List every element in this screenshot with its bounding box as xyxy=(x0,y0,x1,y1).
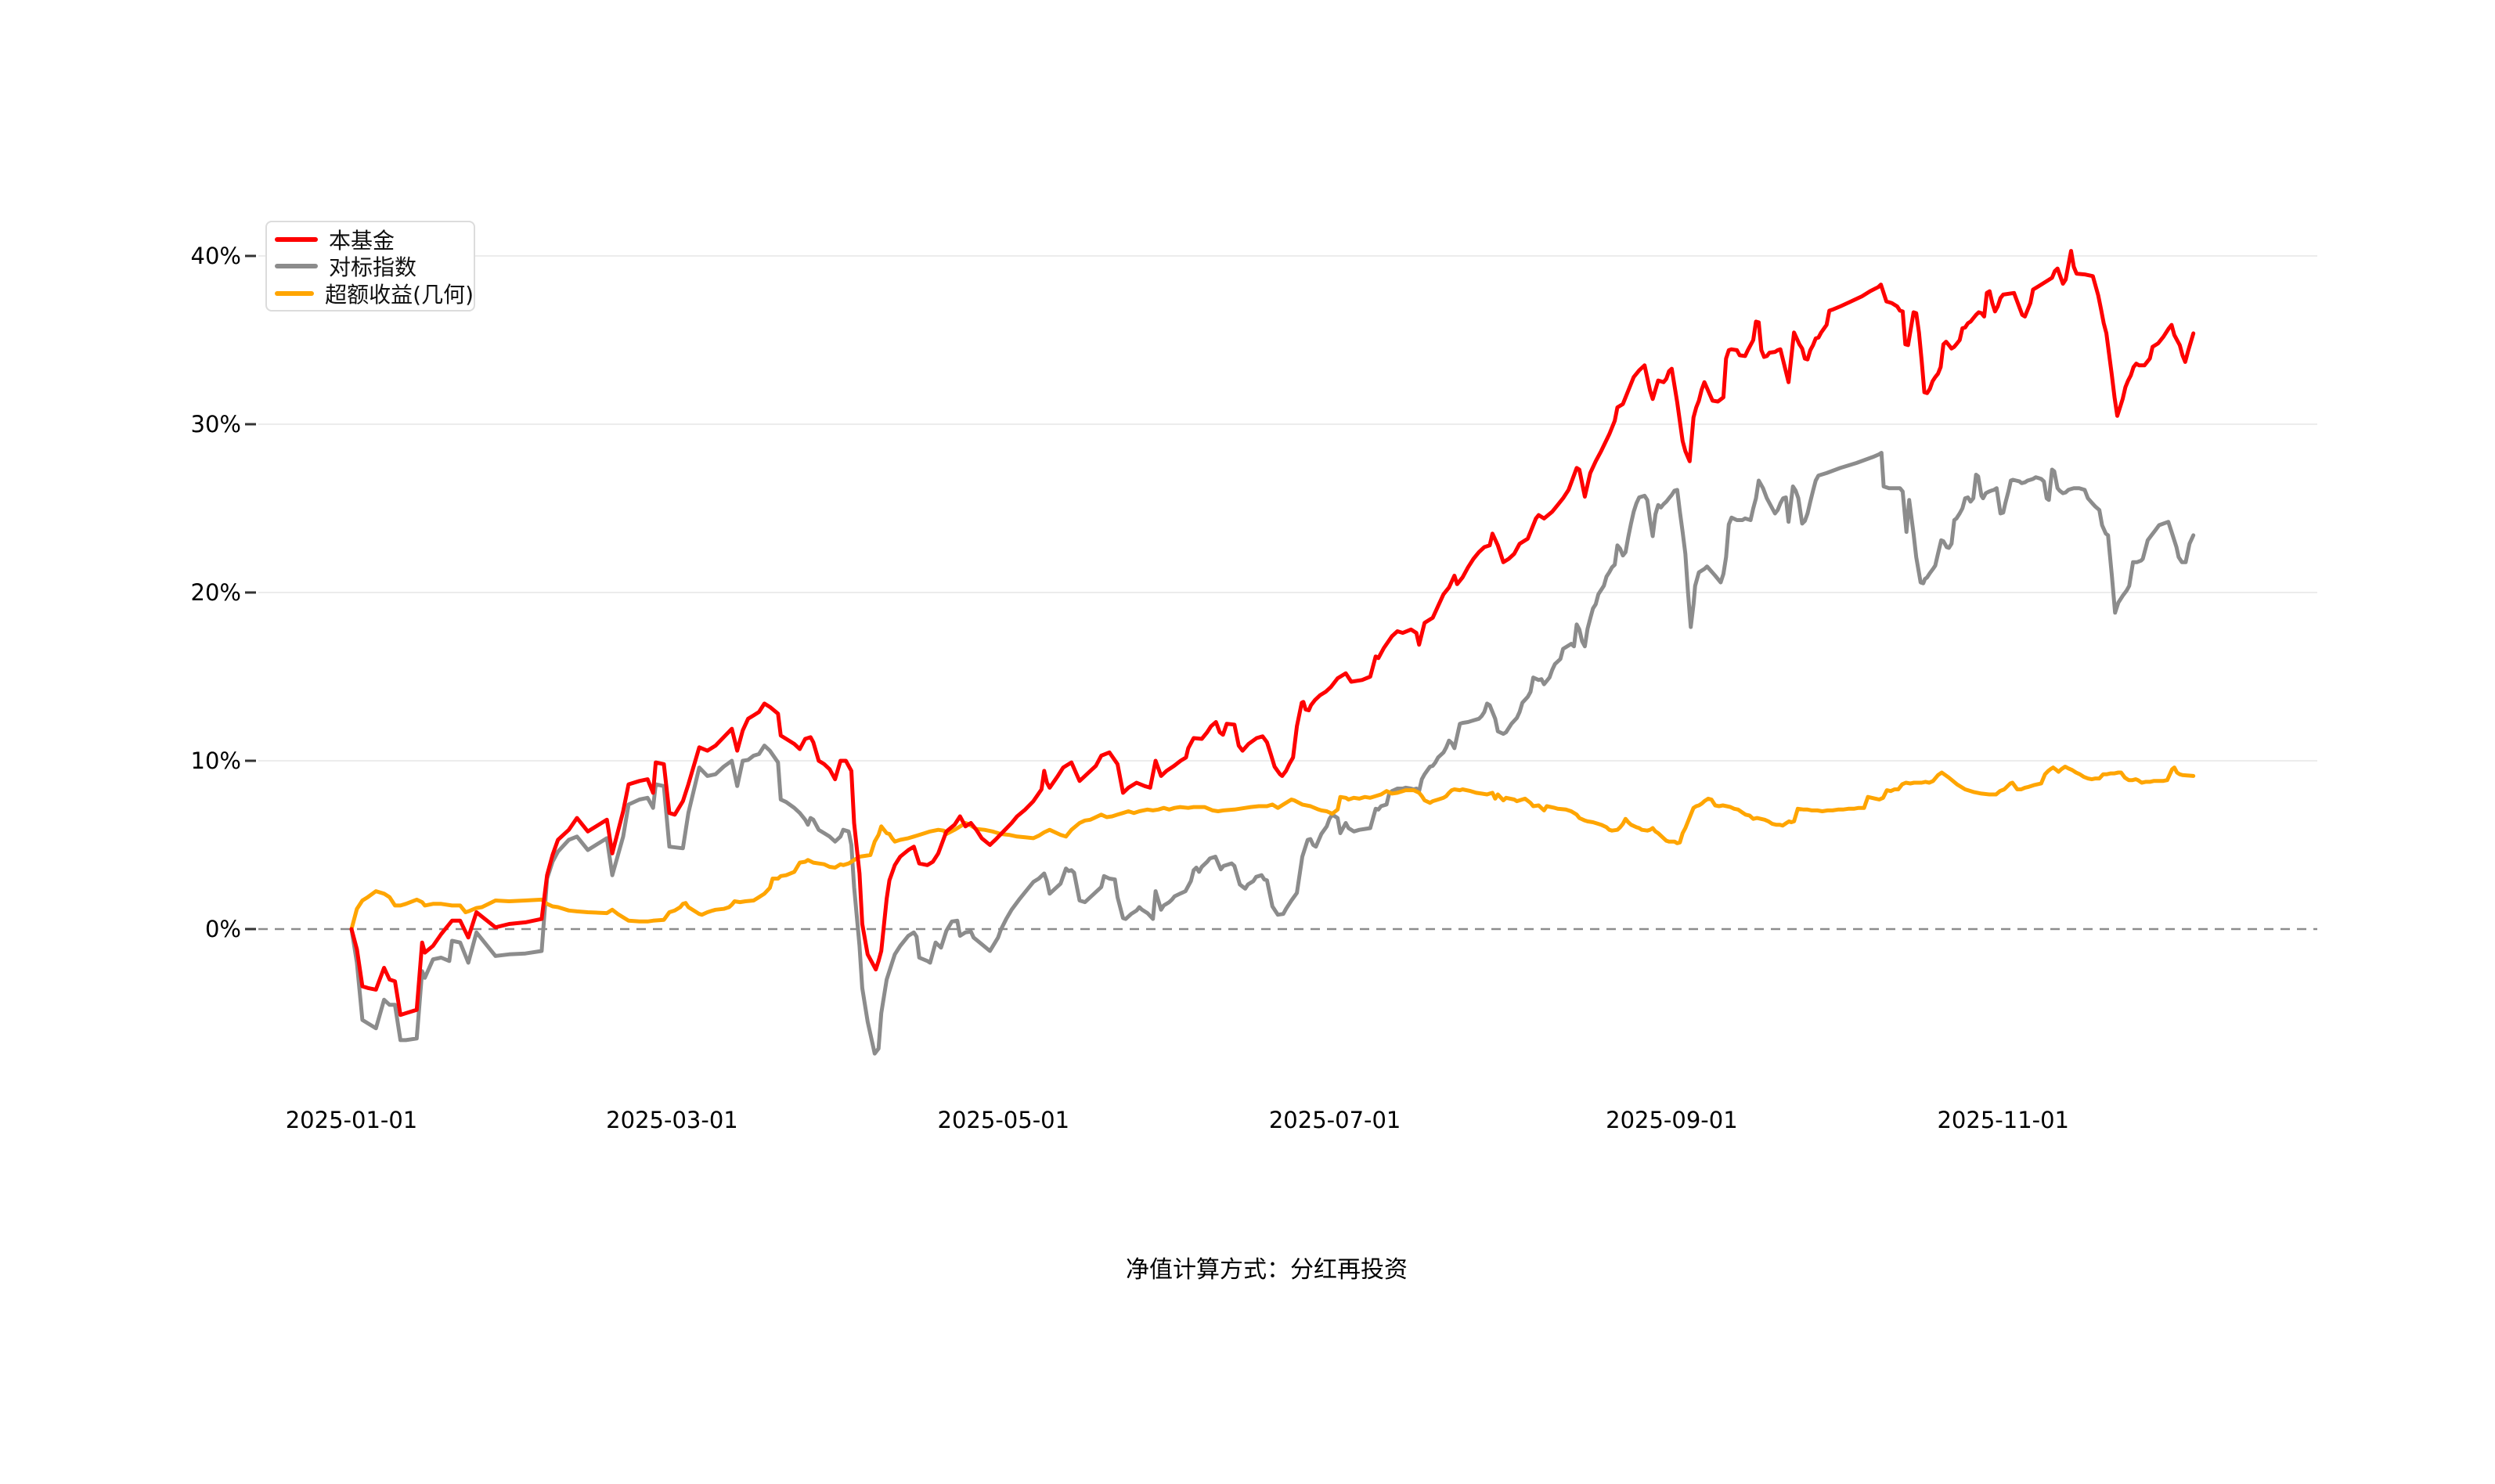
legend-item-benchmark[interactable]: 对标指数 xyxy=(275,253,474,280)
legend-label: 本基金 xyxy=(329,227,395,254)
legend-label: 对标指数 xyxy=(329,254,417,280)
footer-note: 净值计算方式：分红再投资 xyxy=(1126,1256,1408,1284)
legend: 本基金 对标指数 超额收益(几何) xyxy=(265,221,475,312)
y-tick-label: 10% xyxy=(190,747,241,774)
legend-item-fund[interactable]: 本基金 xyxy=(275,226,474,254)
y-tick-label: 40% xyxy=(190,243,241,269)
x-tick-label: 2025-07-01 xyxy=(1268,1107,1401,1133)
x-tick-label: 2025-05-01 xyxy=(937,1107,1070,1133)
fund-line xyxy=(349,249,2196,1018)
legend-label: 超额收益(几何) xyxy=(325,281,474,308)
x-tick-label: 2025-03-01 xyxy=(606,1107,738,1133)
legend-item-excess-return[interactable]: 超额收益(几何) xyxy=(275,280,474,308)
legend-swatch xyxy=(275,236,318,242)
excess-return-line xyxy=(349,765,2196,931)
x-tick-label: 2025-11-01 xyxy=(1937,1107,2070,1133)
y-tick-label: 30% xyxy=(190,411,241,438)
legend-swatch xyxy=(275,264,318,268)
y-tick-label: 20% xyxy=(190,579,241,606)
y-tick-label: 0% xyxy=(204,916,241,942)
x-tick-label: 2025-09-01 xyxy=(1606,1107,1738,1133)
x-tick-label: 2025-01-01 xyxy=(285,1107,418,1133)
legend-swatch xyxy=(275,290,315,296)
